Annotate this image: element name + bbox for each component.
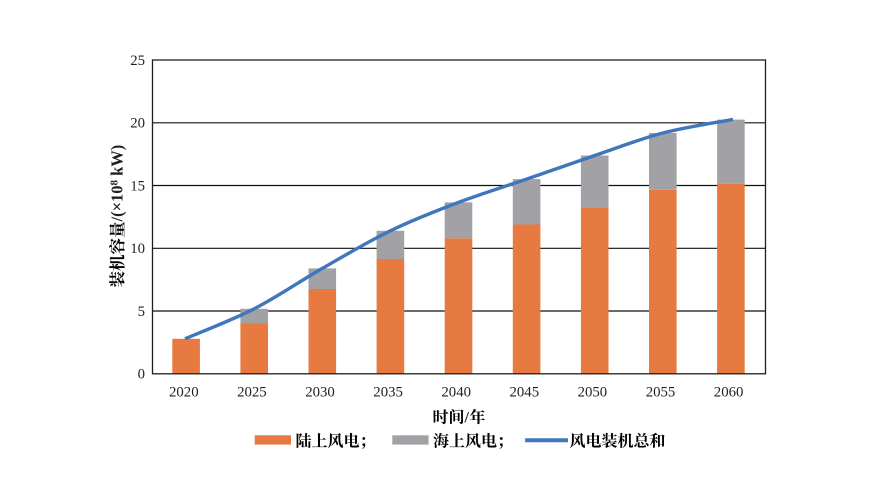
svg-text:/(×108 kW): /(×108 kW): [108, 145, 127, 223]
svg-text:2045: 2045: [510, 385, 540, 401]
svg-text:2025: 2025: [237, 385, 267, 401]
svg-text:2035: 2035: [373, 385, 403, 401]
svg-text:2030: 2030: [305, 385, 335, 401]
svg-text:2055: 2055: [646, 385, 676, 401]
svg-text:25: 25: [130, 53, 145, 69]
svg-text:0: 0: [138, 367, 145, 383]
svg-text:20: 20: [130, 116, 145, 132]
svg-text:15: 15: [130, 178, 145, 194]
svg-text:2060: 2060: [714, 385, 744, 401]
svg-text:10: 10: [130, 241, 145, 257]
svg-text:5: 5: [138, 304, 145, 320]
svg-text:2050: 2050: [578, 385, 608, 401]
svg-text:2020: 2020: [169, 385, 199, 401]
svg-text:/: /: [464, 410, 470, 427]
svg-text:2040: 2040: [441, 385, 471, 401]
